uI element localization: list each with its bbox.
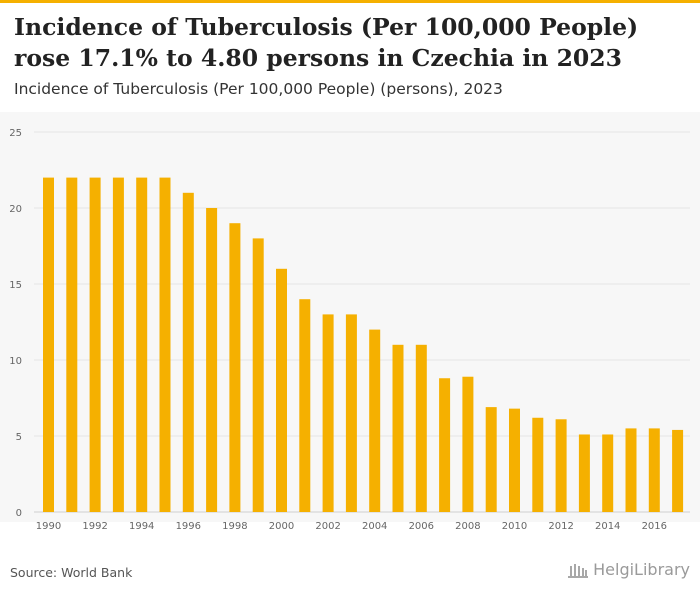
x-tick-label: 1992 bbox=[82, 521, 107, 532]
y-tick-label: 10 bbox=[9, 356, 22, 367]
chart-subtitle: Incidence of Tuberculosis (Per 100,000 P… bbox=[14, 80, 503, 98]
bar-2011[interactable] bbox=[532, 417, 544, 512]
chart-title: Incidence of Tuberculosis (Per 100,000 P… bbox=[14, 13, 639, 72]
bar-1998[interactable] bbox=[229, 223, 241, 512]
bar-2004[interactable] bbox=[369, 329, 381, 512]
bar-1990[interactable] bbox=[43, 177, 54, 512]
y-tick-label: 25 bbox=[9, 128, 22, 139]
x-tick-label: 2010 bbox=[502, 521, 527, 532]
x-tick-label: 2004 bbox=[362, 521, 387, 532]
x-tick-label: 2016 bbox=[642, 521, 667, 532]
bar-1996[interactable] bbox=[182, 192, 194, 513]
bar-1994[interactable] bbox=[136, 177, 148, 512]
bar-1999[interactable] bbox=[252, 238, 264, 512]
bar-chart: 0 5 10 15 20 25 1990 1992 1994 1996 1998 2000 2002 20… bbox=[9, 128, 690, 532]
x-tick-label: 1996 bbox=[176, 521, 201, 532]
x-tick-label: 2008 bbox=[455, 521, 480, 532]
bar-2009[interactable] bbox=[485, 407, 497, 512]
bar-2001[interactable] bbox=[299, 299, 311, 512]
x-tick-label: 1994 bbox=[129, 521, 154, 532]
logo-text: HelgiLibrary bbox=[593, 560, 690, 579]
y-tick-label: 20 bbox=[9, 204, 22, 215]
y-tick-label: 0 bbox=[16, 508, 22, 519]
x-tick-label: 2006 bbox=[409, 521, 434, 532]
y-tick-label: 5 bbox=[16, 432, 22, 443]
library-columns-icon bbox=[567, 561, 589, 579]
helgi-library-logo[interactable]: HelgiLibrary bbox=[567, 560, 690, 579]
bar-2010[interactable] bbox=[509, 408, 520, 512]
bar-2012[interactable] bbox=[555, 419, 567, 512]
bar-1995[interactable] bbox=[159, 177, 171, 512]
bar-2013[interactable] bbox=[578, 434, 590, 512]
x-tick-label: 2014 bbox=[595, 521, 620, 532]
bar-2005[interactable] bbox=[392, 344, 404, 512]
bar-1997[interactable] bbox=[206, 208, 218, 512]
bar-2015[interactable] bbox=[625, 428, 637, 512]
x-tick-label: 2002 bbox=[315, 521, 340, 532]
x-tick-label: 2012 bbox=[548, 521, 573, 532]
source-label: Source: World Bank bbox=[10, 565, 133, 580]
bar-1993[interactable] bbox=[112, 177, 124, 512]
bar-2007[interactable] bbox=[439, 378, 451, 512]
bar-2014[interactable] bbox=[602, 434, 614, 512]
bar-2017[interactable] bbox=[672, 429, 684, 512]
bar-2008[interactable] bbox=[462, 376, 474, 512]
bar-2003[interactable] bbox=[345, 314, 357, 512]
bar-2006[interactable] bbox=[415, 344, 427, 512]
x-tick-label: 1998 bbox=[222, 521, 247, 532]
bar-2002[interactable] bbox=[322, 314, 334, 512]
y-tick-label: 15 bbox=[9, 280, 22, 291]
x-tick-label: 2000 bbox=[269, 521, 294, 532]
bar-2016[interactable] bbox=[648, 428, 660, 512]
x-tick-label: 1990 bbox=[36, 521, 61, 532]
bar-2000[interactable] bbox=[276, 268, 287, 512]
bar-1991[interactable] bbox=[66, 177, 78, 512]
top-accent-bar bbox=[0, 0, 700, 3]
bar-1992[interactable] bbox=[89, 177, 101, 512]
